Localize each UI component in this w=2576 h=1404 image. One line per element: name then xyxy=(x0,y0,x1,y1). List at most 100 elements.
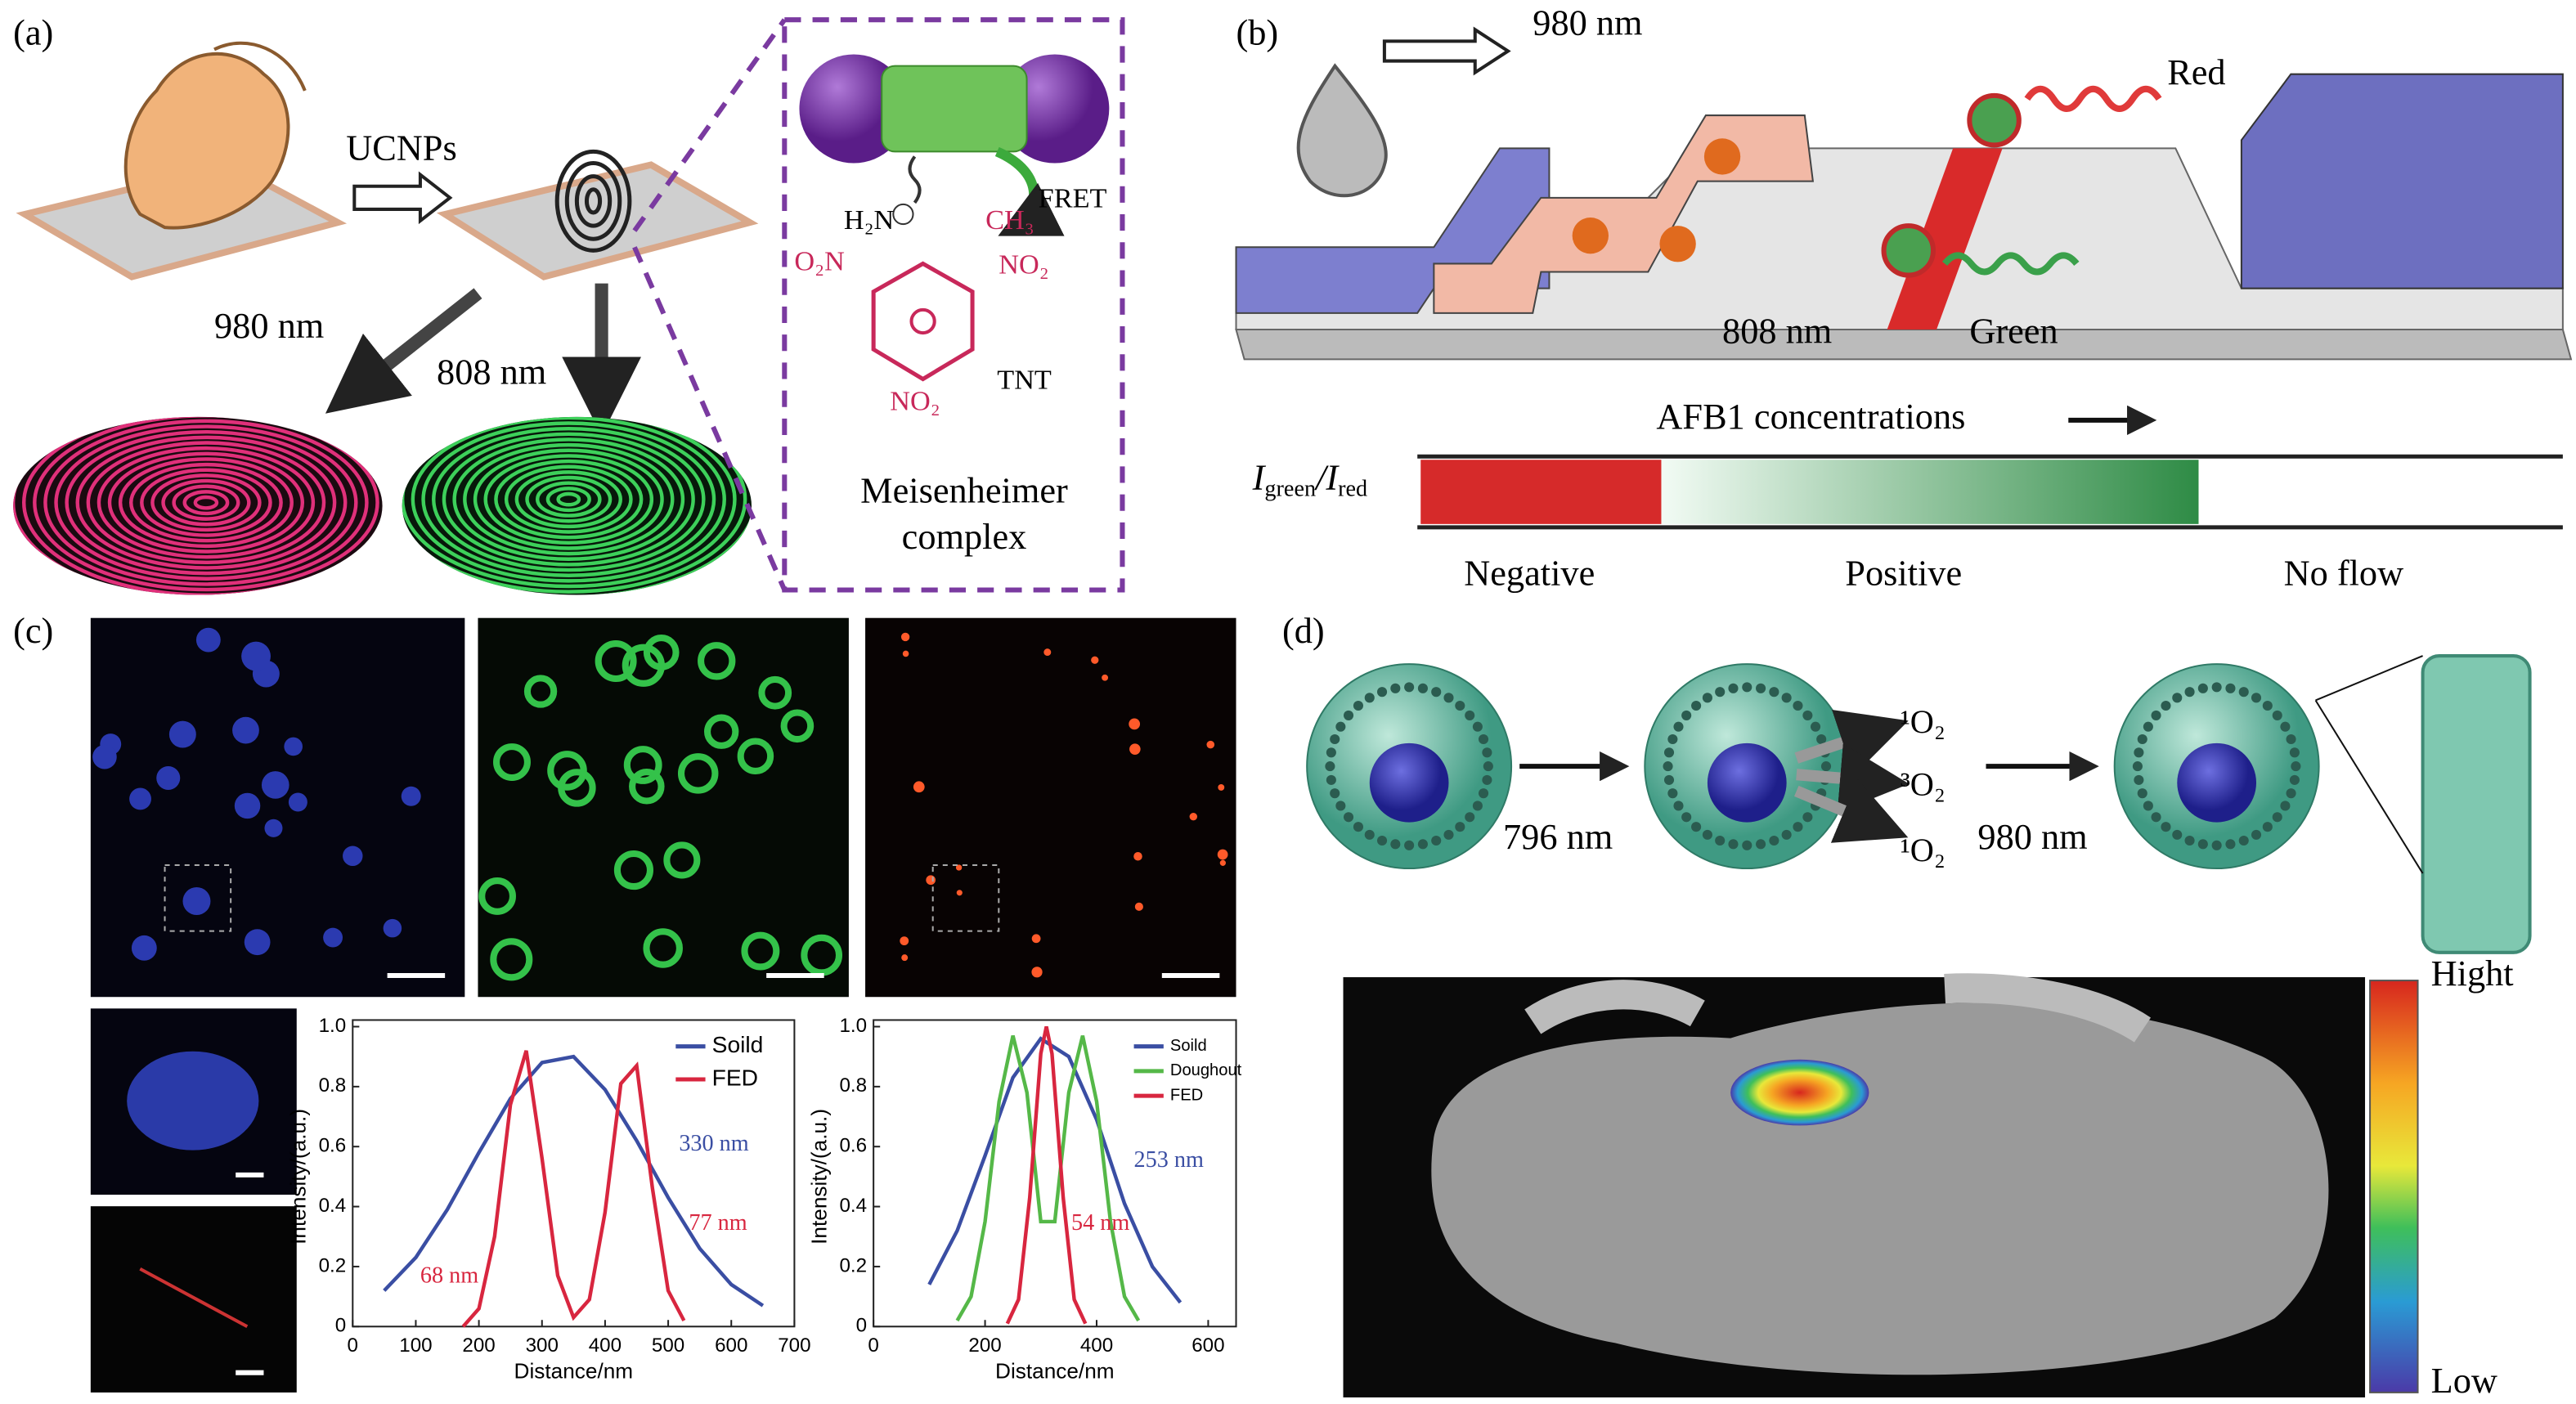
particle xyxy=(547,751,587,791)
pore xyxy=(2421,654,2532,954)
ridge xyxy=(514,470,622,529)
particle xyxy=(343,846,363,867)
particle xyxy=(383,918,402,938)
pore xyxy=(1663,761,1673,772)
particle xyxy=(1031,934,1041,944)
pore xyxy=(1326,774,1336,785)
particle xyxy=(1219,859,1227,866)
inset-box xyxy=(782,17,1125,593)
y-tick-label: 1.0 xyxy=(839,1015,867,1037)
y-tick-label: 1.0 xyxy=(319,1015,347,1037)
pore xyxy=(2184,835,2195,846)
y-axis-label: Intensity/(a.u.) xyxy=(286,1109,311,1245)
annotation: 68 nm xyxy=(420,1263,478,1288)
particle xyxy=(955,864,963,871)
backing xyxy=(1235,329,2573,361)
pore xyxy=(1802,710,1813,720)
particle xyxy=(232,716,259,744)
label: UCNPs xyxy=(346,128,457,168)
pore xyxy=(1728,839,1739,850)
particle xyxy=(613,850,653,890)
ridge xyxy=(107,451,305,554)
particle xyxy=(493,743,531,782)
pore xyxy=(2134,747,2144,758)
ridge xyxy=(182,490,230,516)
x-tick-label: 100 xyxy=(399,1334,432,1357)
pore xyxy=(2184,687,2195,698)
label: (c) xyxy=(13,610,53,651)
ridge xyxy=(483,454,654,545)
pore xyxy=(1443,693,1454,703)
x-tick-label: 400 xyxy=(1080,1334,1113,1357)
particle xyxy=(1572,218,1609,254)
particle xyxy=(264,819,283,837)
core xyxy=(2177,742,2257,823)
pore xyxy=(2225,839,2236,850)
core xyxy=(1369,742,1449,823)
pore xyxy=(1816,733,1827,745)
label: 808 nm xyxy=(437,352,546,392)
pore xyxy=(1325,761,1335,772)
pore xyxy=(2289,747,2300,758)
absorbent-pad xyxy=(2240,73,2564,289)
legend-label: Soild xyxy=(712,1031,764,1057)
ridges-green xyxy=(402,416,752,595)
pore xyxy=(1472,721,1483,732)
ridge xyxy=(140,468,272,537)
zoom-line xyxy=(2314,699,2424,874)
ridge xyxy=(442,432,695,567)
particle xyxy=(698,642,736,680)
scale-bars xyxy=(236,973,1220,1375)
particle xyxy=(1218,783,1225,791)
particle xyxy=(129,787,151,810)
legend-label: Soild xyxy=(1170,1037,1207,1055)
pore xyxy=(2280,721,2291,732)
particle xyxy=(737,738,774,774)
pore xyxy=(2291,761,2301,772)
profile-line xyxy=(139,1267,249,1329)
particle xyxy=(127,1051,259,1151)
ridge xyxy=(193,495,219,510)
micrograph xyxy=(90,617,465,998)
pore xyxy=(2137,788,2147,799)
pore xyxy=(1742,682,1752,693)
label: 980 nm xyxy=(1533,2,1642,43)
pore xyxy=(1681,812,1692,823)
pore xyxy=(1330,733,1340,745)
label: (d) xyxy=(1282,610,1325,651)
pore xyxy=(2172,829,2183,840)
charge xyxy=(909,307,936,335)
x-tick-label: 300 xyxy=(526,1334,559,1357)
label: (a) xyxy=(13,12,53,53)
ucnp xyxy=(1881,223,1936,278)
x-tick-label: 400 xyxy=(589,1334,622,1357)
pore xyxy=(1663,774,1675,785)
ratio-part: I xyxy=(1252,457,1267,498)
pore xyxy=(1663,747,1675,758)
particle xyxy=(677,753,719,794)
test-line xyxy=(1887,148,2003,330)
particle xyxy=(1102,674,1109,681)
positive-zone xyxy=(1661,460,2199,524)
pore xyxy=(1820,761,1832,772)
pore xyxy=(1465,812,1475,823)
ratio-part: green xyxy=(1264,477,1316,502)
pore xyxy=(1728,683,1739,693)
pore xyxy=(1715,687,1726,698)
pore xyxy=(1364,829,1375,840)
sphere xyxy=(1000,54,1110,164)
series-line xyxy=(461,1050,686,1328)
y-tick-label: 0 xyxy=(335,1315,346,1337)
panel-a-art xyxy=(13,17,1125,595)
label: FRET xyxy=(1039,183,1107,214)
particle xyxy=(284,737,303,756)
particle xyxy=(1043,648,1052,657)
pore xyxy=(1404,682,1415,693)
ridge xyxy=(150,473,262,532)
ridge xyxy=(22,416,383,595)
particle xyxy=(1031,967,1043,978)
pore xyxy=(1417,683,1428,693)
particle xyxy=(401,786,421,806)
panel-b-art xyxy=(1235,26,2573,530)
